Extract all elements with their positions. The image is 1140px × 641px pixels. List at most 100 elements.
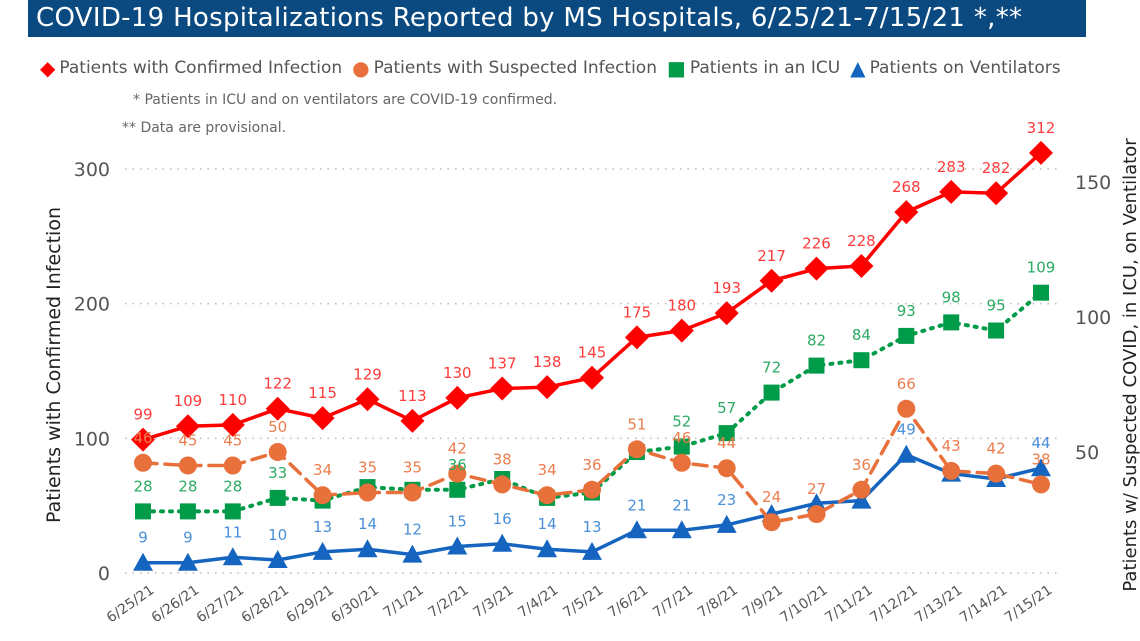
data-point	[445, 385, 470, 410]
x-tick-label: 7/10/21	[777, 582, 830, 626]
data-label: 36	[852, 456, 871, 474]
x-tick-label: 7/5/21	[560, 582, 606, 621]
y-tick-label: 200	[74, 294, 110, 316]
data-point	[312, 541, 333, 560]
data-label: 42	[987, 440, 1006, 458]
data-point	[669, 318, 694, 343]
data-point	[223, 456, 242, 475]
y-tick-label: 300	[74, 159, 110, 181]
x-tick-label: 7/15/21	[1002, 582, 1055, 626]
data-label: 57	[717, 399, 736, 417]
x-tick-label: 7/12/21	[867, 582, 920, 626]
data-point	[853, 352, 870, 369]
data-point	[134, 453, 152, 472]
data-point	[762, 513, 781, 532]
data-point	[939, 179, 964, 204]
data-point	[1032, 475, 1050, 494]
legend-label: Patients in an ICU	[689, 58, 841, 78]
data-point	[582, 541, 602, 560]
data-label: 44	[717, 434, 736, 452]
data-point	[131, 427, 155, 452]
data-label: 42	[448, 440, 467, 458]
data-point	[492, 533, 513, 552]
x-tick-label: 7/1/21	[381, 582, 427, 621]
data-label: 14	[358, 515, 377, 533]
data-label: 93	[897, 302, 916, 320]
data-point	[537, 539, 558, 558]
data-label: 129	[353, 365, 382, 383]
data-label: 43	[942, 437, 961, 455]
data-label: 99	[133, 406, 152, 424]
x-tick-label: 6/30/21	[328, 582, 381, 626]
y2-tick-label: 100	[1075, 307, 1111, 329]
data-label: 226	[802, 235, 831, 253]
data-label: 109	[174, 392, 203, 410]
data-label: 49	[897, 421, 916, 439]
x-tick-label: 7/2/21	[426, 582, 472, 621]
data-label: 28	[178, 477, 197, 495]
data-point	[265, 396, 290, 421]
data-label: 138	[533, 353, 562, 371]
data-label: 27	[807, 480, 826, 498]
data-point	[355, 387, 380, 412]
data-point	[357, 539, 378, 558]
data-label: 110	[218, 391, 247, 409]
data-label: 82	[807, 332, 826, 350]
y-tick-label: 0	[98, 563, 110, 585]
data-label: 46	[672, 429, 691, 447]
data-point	[269, 489, 286, 506]
data-point	[987, 464, 1006, 483]
x-tick-label: 7/4/21	[515, 582, 561, 621]
data-point	[179, 503, 196, 520]
data-point	[358, 483, 377, 502]
data-label: 15	[448, 513, 467, 531]
x-tick-label: 6/28/21	[239, 582, 292, 626]
data-label: 35	[403, 459, 422, 477]
legend-item: ■ Patients in an ICU	[667, 56, 840, 80]
data-point	[898, 327, 915, 344]
data-point	[133, 552, 153, 571]
data-point	[402, 544, 423, 563]
data-label: 12	[403, 521, 422, 539]
data-point	[942, 461, 961, 480]
data-point	[896, 444, 917, 463]
data-label: 72	[762, 359, 781, 377]
data-label: 51	[627, 415, 646, 433]
data-label: 10	[268, 526, 287, 544]
data-label: 38	[1031, 450, 1050, 468]
data-label: 95	[987, 297, 1006, 315]
y2-axis-title: Patients w/ Suspected COVID, in ICU, on …	[1120, 138, 1140, 592]
data-point	[580, 365, 604, 390]
circle-icon: ●	[352, 56, 370, 80]
data-point	[988, 322, 1005, 339]
data-label: 13	[313, 518, 332, 536]
data-label: 109	[1027, 259, 1056, 277]
x-tick-label: 7/11/21	[822, 582, 875, 626]
data-label: 130	[443, 364, 472, 382]
data-point	[313, 486, 332, 505]
data-point	[714, 301, 739, 326]
data-label: 11	[223, 523, 242, 541]
data-point	[267, 550, 288, 568]
data-label: 23	[717, 491, 736, 509]
data-point	[716, 514, 737, 533]
data-label: 16	[493, 510, 512, 528]
data-point	[718, 425, 735, 442]
data-label: 283	[937, 158, 966, 176]
x-tick-label: 6/25/21	[104, 582, 157, 626]
data-label: 137	[488, 355, 517, 373]
data-label: 34	[313, 461, 332, 479]
data-point	[717, 459, 736, 478]
data-label: 122	[263, 375, 292, 393]
data-label: 34	[538, 461, 557, 479]
data-point	[538, 486, 557, 505]
data-point	[178, 456, 197, 475]
data-point	[449, 481, 466, 498]
data-point	[177, 552, 198, 571]
data-point	[804, 256, 829, 281]
data-label: 98	[942, 288, 961, 306]
x-tick-label: 7/8/21	[695, 582, 741, 621]
data-point	[400, 408, 425, 433]
data-label: 36	[448, 456, 467, 474]
data-label: 145	[578, 344, 607, 362]
